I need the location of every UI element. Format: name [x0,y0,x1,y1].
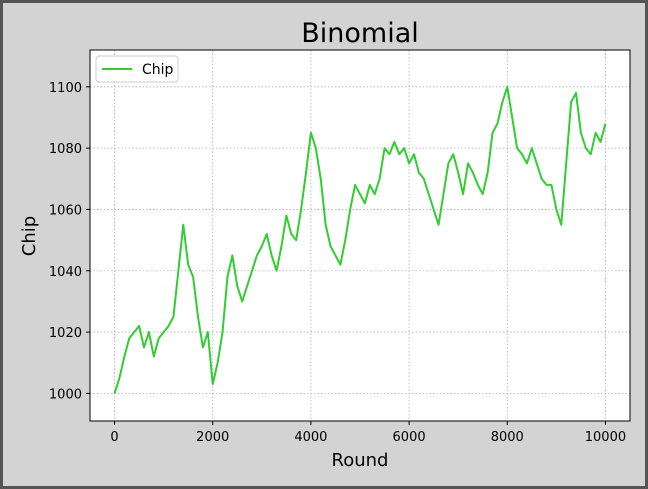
y-axis-label: Chip [19,216,40,256]
data-line [113,85,607,394]
plot-area [90,50,630,421]
y-tick-label: 1000 [49,387,82,402]
x-tick-label: 10000 [585,430,626,445]
x-tick-label: 8000 [491,430,524,445]
legend [95,55,179,83]
x-tick-label: 0 [110,430,118,445]
x-tick-label: 6000 [393,430,426,445]
x-tick-label: 4000 [294,430,327,445]
y-tick-label: 1100 [49,81,82,96]
plot-frame [89,49,631,422]
legend-label: Chip [142,62,174,78]
y-tick-label: 1080 [49,142,82,157]
chart-title: Binomial [301,18,419,49]
y-tick-label: 1020 [49,326,82,341]
y-tick-label: 1040 [49,265,82,280]
y-tick-label: 1060 [49,203,82,218]
x-axis-label: Round [332,450,389,471]
x-tick-label: 2000 [196,430,229,445]
